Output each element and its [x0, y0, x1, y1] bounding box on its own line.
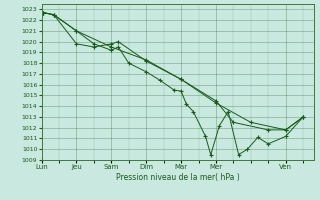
- X-axis label: Pression niveau de la mer( hPa ): Pression niveau de la mer( hPa ): [116, 173, 239, 182]
